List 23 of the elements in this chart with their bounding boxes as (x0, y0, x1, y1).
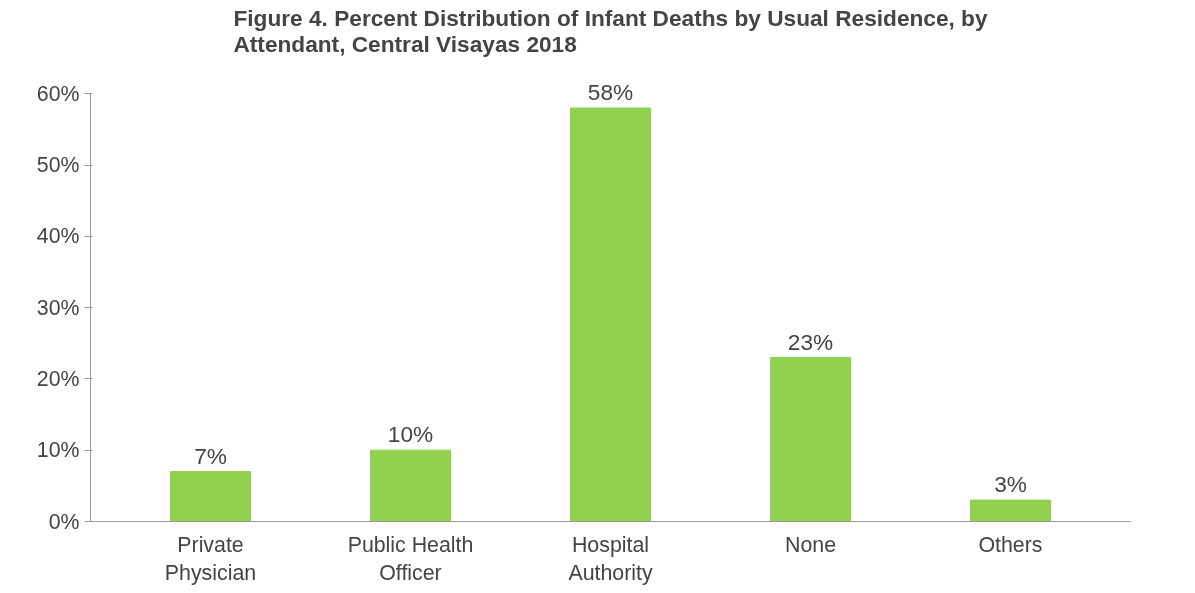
bar (370, 449, 451, 522)
bar (970, 499, 1051, 522)
y-tick-label: 60% (36, 81, 80, 106)
data-label: 7% (194, 442, 227, 469)
x-tick-label: Others (978, 532, 1043, 557)
data-label: 10% (387, 421, 434, 448)
data-label: 23% (787, 328, 834, 355)
bar (170, 471, 251, 522)
x-tick-label: Hospital Authority (568, 532, 653, 586)
y-tick-label: 50% (36, 153, 80, 178)
chart-title: Figure 4. Percent Distribution of Infant Deaths by Usual Residence, by Attendant, Central Visayas 2018 (233, 5, 988, 57)
y-tick-label: 20% (36, 366, 80, 391)
data-label: 3% (994, 471, 1027, 498)
y-tick-label: 0% (48, 509, 80, 534)
y-tick-label: 10% (36, 438, 80, 463)
y-tick-label: 30% (36, 295, 80, 320)
x-tick-label: Public Health Officer (347, 532, 474, 586)
bar (570, 107, 651, 522)
y-tick-label: 40% (36, 224, 80, 249)
x-tick-label: None (785, 532, 837, 557)
data-label: 58% (587, 78, 634, 105)
bar (770, 357, 851, 522)
x-tick-label: Private Physician (164, 532, 257, 586)
